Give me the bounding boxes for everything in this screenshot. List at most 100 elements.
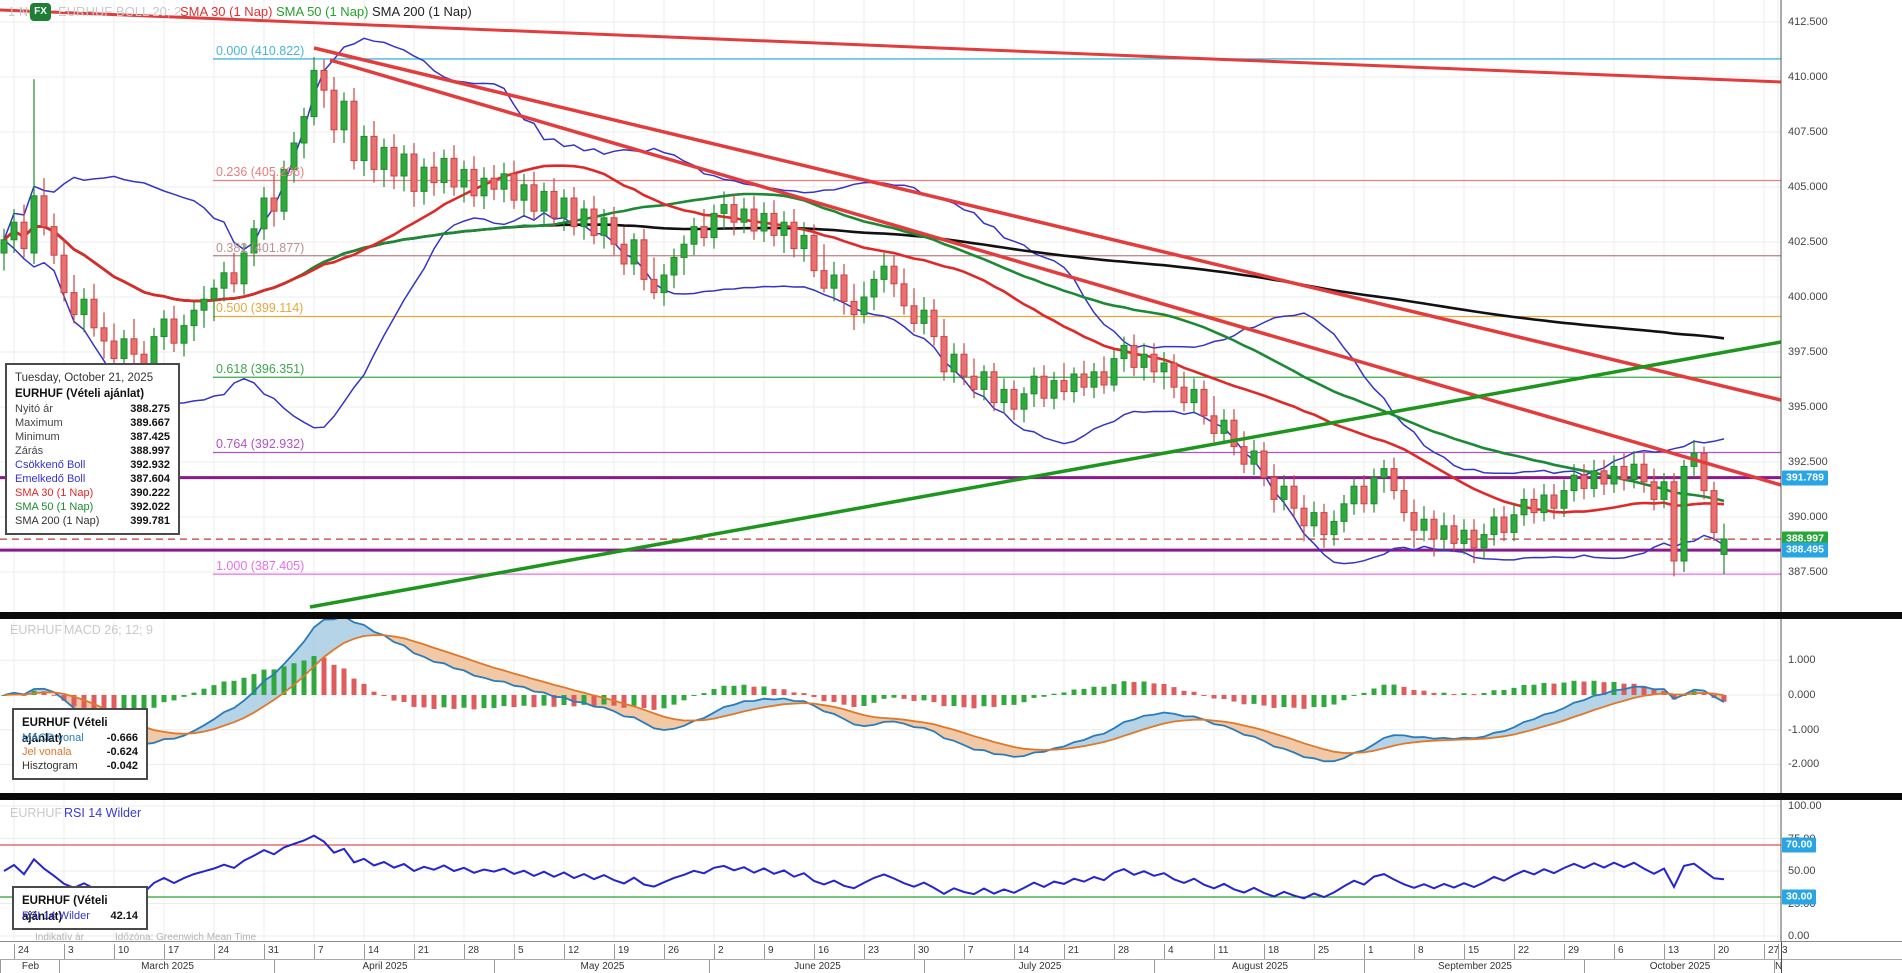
macd-histogram-bar xyxy=(561,695,567,706)
candle xyxy=(1470,529,1478,549)
macd-histogram-bar xyxy=(141,695,147,713)
time-axis-month-cell: June 2025 xyxy=(709,960,925,973)
candle xyxy=(720,204,728,214)
macd-axis-tick: 1.000 xyxy=(1788,654,1816,667)
macd-histogram-bar xyxy=(681,695,687,701)
macd-histogram-bar xyxy=(381,695,387,696)
time-axis-day-tick: 20 xyxy=(1714,944,1729,959)
tooltip-row-label: Csökkenő Boll xyxy=(15,459,86,471)
candle xyxy=(1040,375,1048,399)
macd-histogram-bar xyxy=(421,695,427,708)
macd-histogram-bar xyxy=(1461,693,1467,695)
macd-axis-tick: 0.000 xyxy=(1788,689,1816,701)
tooltip-date: Tuesday, October 21, 2025 xyxy=(15,372,154,384)
time-axis-day-tick: 9 xyxy=(764,944,774,959)
candle xyxy=(110,340,118,360)
macd-histogram-bar xyxy=(211,685,217,695)
candle xyxy=(1330,520,1338,536)
bollinger-legend[interactable]: BOLL 20; 2 xyxy=(116,4,182,19)
macd-histogram-bar xyxy=(851,695,857,708)
tooltip-row: SMA 200 (1 Nap) 399.781 xyxy=(15,514,170,528)
sma200-legend[interactable]: SMA 200 (1 Nap) xyxy=(372,4,472,19)
symbol-label[interactable]: EURHUF xyxy=(58,4,113,19)
candle xyxy=(1220,419,1228,434)
macd-histogram-bar xyxy=(661,695,667,709)
fib-level-label: 0.236 (405.296) xyxy=(216,165,305,180)
candle xyxy=(1540,494,1548,514)
macd-histogram-bar xyxy=(731,685,737,695)
candle xyxy=(1160,362,1168,373)
time-axis-day-tick: 7 xyxy=(314,944,324,959)
macd-histogram-bar xyxy=(441,695,447,708)
candle xyxy=(840,274,848,302)
time-axis-day-tick: 30 xyxy=(914,944,929,959)
macd-histogram-bar xyxy=(1191,691,1197,695)
candle xyxy=(780,221,788,236)
tooltip-row-label: Nyitó ár xyxy=(15,403,53,415)
candle xyxy=(260,197,268,230)
candle xyxy=(1590,470,1598,489)
candle xyxy=(170,318,178,344)
macd-histogram-bar xyxy=(481,695,487,709)
candle xyxy=(460,168,468,188)
macd-histogram-bar xyxy=(801,693,807,695)
time-axis-day-tick: 22 xyxy=(1514,944,1529,959)
time-axis-day-tick: 11 xyxy=(1214,944,1228,959)
time-axis-day-tick: 5 xyxy=(514,944,524,959)
candle xyxy=(180,325,188,344)
candle xyxy=(1620,465,1628,481)
time-axis[interactable]: 24 3 10 17 24 31 7 14 21 28 5 12 19 26 2 9 16 23 30 7 14 21 28… xyxy=(0,941,1902,973)
macd-histogram-bar xyxy=(1271,695,1277,708)
macd-histogram-bar xyxy=(51,694,57,696)
macd-histogram-bar xyxy=(1351,694,1357,696)
candle xyxy=(1100,371,1108,386)
price-badge: 388.495 xyxy=(1782,542,1828,558)
panel-separator[interactable] xyxy=(0,612,1902,619)
macd-histogram-bar xyxy=(1171,687,1177,695)
macd-panel xyxy=(1,619,1727,763)
candle xyxy=(730,204,738,223)
candle xyxy=(570,197,578,228)
macd-histogram-bar xyxy=(471,695,477,710)
macd-histogram-bar xyxy=(541,695,547,706)
macd-histogram-bar xyxy=(1181,690,1187,695)
price-axis-tick: 412.500 xyxy=(1788,16,1828,28)
candle xyxy=(650,278,658,294)
sma50-legend[interactable]: SMA 50 (1 Nap) xyxy=(276,4,369,19)
rsi-panel-title[interactable]: RSI 14 Wilder xyxy=(64,806,142,820)
price-axis-tick: 392.500 xyxy=(1788,456,1828,468)
candle xyxy=(390,146,398,177)
macd-histogram-bar xyxy=(401,695,407,703)
candle xyxy=(1170,362,1178,388)
tooltip-row-label: SMA 30 (1 Nap) xyxy=(15,487,94,499)
time-axis-day-tick: 10 xyxy=(114,944,129,959)
panel-separator[interactable] xyxy=(0,793,1902,800)
candle xyxy=(950,353,958,373)
candle xyxy=(1060,380,1068,393)
tooltip-row-label: MACD vonal xyxy=(22,732,84,744)
candle xyxy=(1360,485,1368,505)
macd-histogram-bar xyxy=(751,686,757,695)
candle xyxy=(690,226,698,245)
candle xyxy=(600,217,608,236)
candle xyxy=(40,195,48,228)
sma30-legend[interactable]: SMA 30 (1 Nap) xyxy=(180,4,273,19)
candle xyxy=(980,371,988,390)
candle xyxy=(280,168,288,212)
macd-histogram-bar xyxy=(1581,681,1587,695)
candle xyxy=(870,278,878,298)
macd-panel-title[interactable]: MACD 26; 12; 9 xyxy=(64,623,153,637)
candle xyxy=(450,157,458,188)
macd-histogram-bar xyxy=(321,657,327,695)
macd-histogram-bar xyxy=(1291,695,1297,708)
tooltip-row-label: RSI 14 Wilder xyxy=(22,910,90,922)
macd-histogram-bar xyxy=(1381,684,1387,695)
tooltip-row: Minimum 387.425 xyxy=(15,430,170,444)
time-axis-day-tick: 6 xyxy=(1614,944,1624,959)
candle xyxy=(120,338,128,360)
time-axis-day-tick: 12 xyxy=(564,944,579,959)
time-axis-day-tick: 15 xyxy=(1464,944,1479,959)
candle xyxy=(380,146,388,170)
candle xyxy=(210,287,218,300)
